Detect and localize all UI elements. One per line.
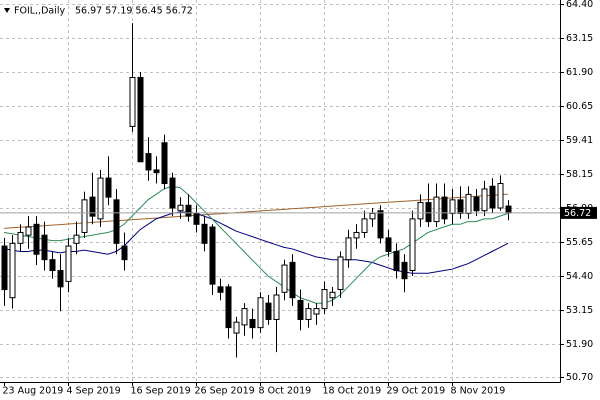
candle-body	[201, 223, 208, 244]
candle-body	[369, 212, 376, 220]
y-tick-label: 64.40	[566, 0, 593, 10]
candle-body	[209, 226, 216, 285]
candle-body	[457, 199, 464, 214]
candle-body	[217, 286, 224, 293]
candle-body	[481, 188, 488, 212]
y-tick-label: 53.15	[566, 305, 593, 316]
candle-body	[161, 142, 168, 185]
candle-body	[225, 286, 232, 329]
candle-body	[57, 270, 64, 288]
candle-body	[177, 204, 184, 212]
candle-body	[273, 294, 280, 320]
y-tick-label: 61.90	[566, 67, 593, 78]
candle-body	[385, 237, 392, 252]
moving-average	[3, 193, 509, 229]
y-tick-label: 50.70	[566, 372, 593, 383]
moving-average	[3, 211, 509, 274]
candle-body	[25, 226, 32, 236]
candle-body	[401, 261, 408, 280]
menu-triangle	[4, 8, 10, 13]
candle-body	[1, 245, 8, 291]
y-tick-label: 51.90	[566, 339, 593, 350]
candle-body	[233, 321, 240, 334]
candle-body	[17, 231, 24, 244]
candle-body	[33, 223, 40, 255]
x-tick-label: 8 Oct 2019	[259, 386, 312, 397]
candle-body	[393, 250, 400, 272]
candle-body	[497, 183, 504, 209]
candle-body	[185, 204, 192, 217]
candle-body	[73, 234, 80, 244]
candle-body	[169, 177, 176, 209]
moving-average	[3, 185, 509, 304]
candle-body	[305, 308, 312, 320]
candle-body	[65, 245, 72, 282]
x-tick-label: 26 Sep 2019	[195, 386, 255, 397]
candle-body	[113, 199, 120, 244]
candle-body	[465, 193, 472, 214]
candle-body	[345, 237, 352, 261]
candle-body	[257, 297, 264, 329]
x-tick-label: 4 Sep 2019	[67, 386, 121, 397]
y-tick-label: 55.65	[566, 237, 593, 248]
candle-body	[241, 308, 248, 326]
candle-body	[89, 196, 96, 217]
candle-body	[353, 231, 360, 239]
candle-body	[281, 264, 288, 293]
candle-body	[321, 289, 328, 310]
candle-body	[313, 308, 320, 315]
ohlc-text: 56.97 57.19 56.45 56.72	[75, 6, 193, 17]
moving-averages	[3, 185, 509, 304]
candle-body	[489, 185, 496, 209]
candle-body	[9, 242, 16, 299]
y-tick-label: 63.15	[566, 33, 593, 44]
candle-body	[473, 196, 480, 212]
candle-body	[81, 199, 88, 233]
candle-body	[417, 202, 424, 220]
candles	[1, 23, 512, 358]
candle-body	[145, 153, 152, 171]
last-price-box	[561, 206, 597, 219]
y-tick-label: 60.65	[566, 101, 593, 112]
candle-body	[409, 218, 416, 272]
x-tick-label: 8 Nov 2019	[451, 386, 506, 397]
y-tick-label: 54.40	[566, 271, 593, 282]
candle-body	[425, 202, 432, 223]
chart-title: FOIL,,Daily	[14, 6, 65, 17]
candle-body	[41, 234, 48, 261]
candle-body	[433, 196, 440, 223]
candle-body	[97, 177, 104, 220]
x-tick-label: 16 Sep 2019	[131, 386, 191, 397]
candle-body	[505, 205, 512, 214]
x-tick-label: 18 Oct 2019	[323, 386, 382, 397]
candle-body	[129, 76, 136, 127]
candle-body	[121, 245, 128, 261]
x-tick-label: 23 Aug 2019	[3, 386, 64, 397]
candle-body	[105, 177, 112, 198]
y-tick-label: 58.15	[566, 169, 593, 180]
candle-body	[153, 169, 160, 174]
y-tick-label: 59.41	[566, 135, 593, 146]
candle-body	[249, 318, 256, 329]
candle-body	[289, 261, 296, 299]
candle-body	[441, 196, 448, 220]
candle-body	[193, 212, 200, 225]
candle-body	[449, 199, 456, 214]
candle-body	[337, 256, 344, 291]
x-tick-label: 29 Oct 2019	[387, 386, 446, 397]
candle-body	[377, 210, 384, 239]
candle-body	[137, 76, 144, 163]
candle-body	[329, 291, 336, 299]
candle-body	[265, 302, 272, 320]
candle-body	[297, 299, 304, 320]
candle-body	[49, 259, 56, 272]
candle-body	[361, 218, 368, 233]
last-price-label: 56.72	[564, 208, 591, 219]
